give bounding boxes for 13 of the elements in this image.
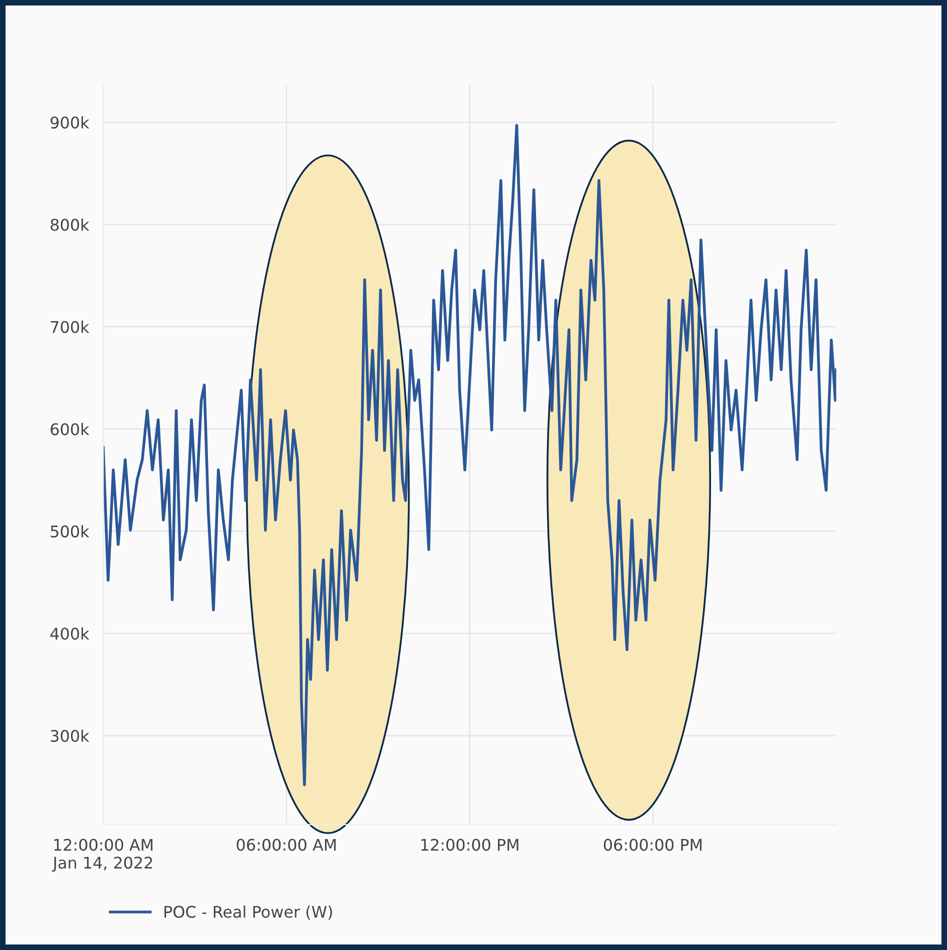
- y-tick-label: 800k: [50, 218, 90, 231]
- x-tick-label: 06:00:00 PM: [604, 838, 702, 851]
- y-tick-label: 600k: [50, 422, 90, 436]
- x-tick-label: 12:00:00 PM: [421, 838, 518, 851]
- y-tick-label: 500k: [50, 525, 90, 538]
- y-tick-label: 900k: [50, 116, 90, 129]
- x-tick-label: 06:00:00 AM: [236, 838, 336, 851]
- x-tick-label: 12:00:00 AM Jan 14, 2022: [52, 838, 152, 872]
- y-tick-label: 300k: [50, 730, 90, 742]
- line-series: [103, 124, 836, 786]
- y-tick-label: 700k: [50, 320, 90, 334]
- y-tick-label: 400k: [50, 627, 90, 640]
- legend-label: POC - Real Power (W): [164, 905, 332, 920]
